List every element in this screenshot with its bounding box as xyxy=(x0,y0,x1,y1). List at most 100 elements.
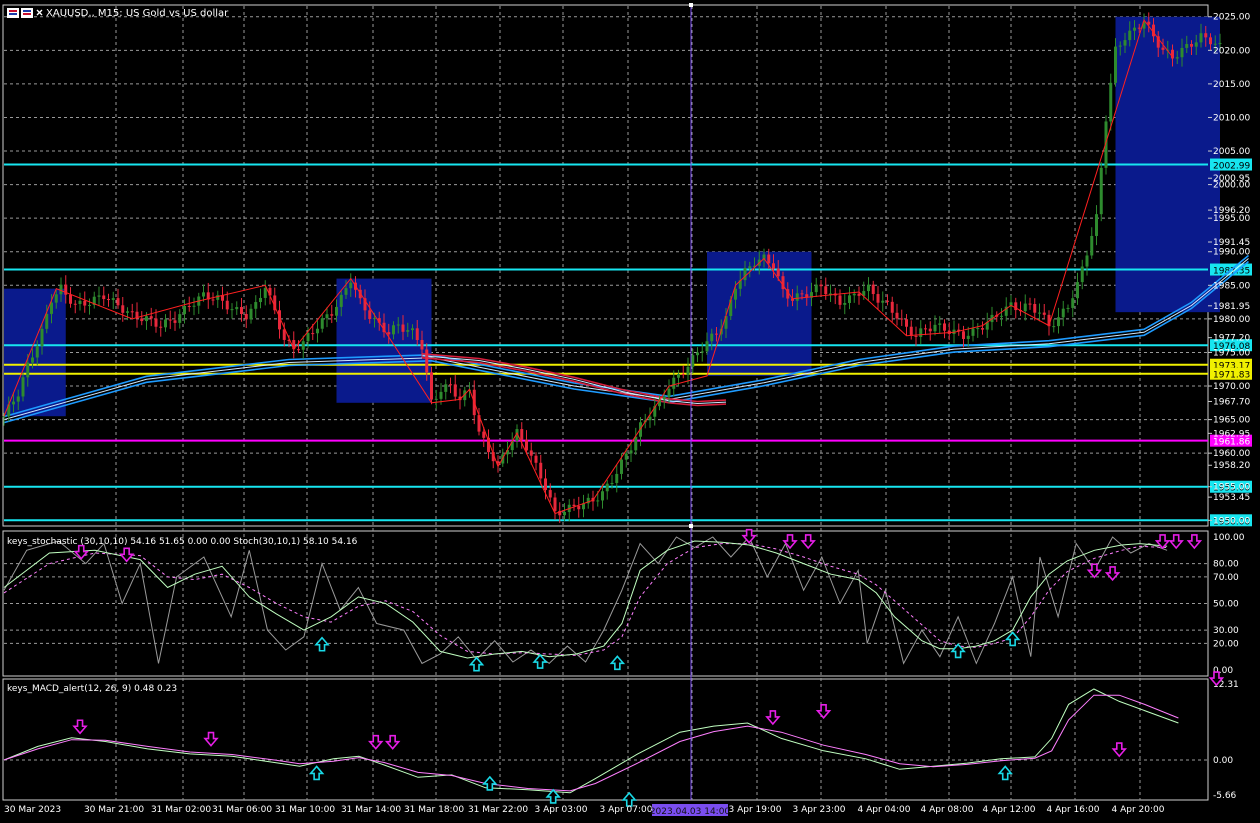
candle-body xyxy=(1133,27,1136,31)
candle-body xyxy=(886,300,889,302)
candle-body xyxy=(971,328,975,336)
candle-body xyxy=(648,416,652,421)
candle-body xyxy=(126,311,129,313)
candle-body xyxy=(677,374,680,378)
candle-body xyxy=(444,384,448,392)
candle-body xyxy=(601,491,604,501)
candle-body xyxy=(330,314,334,316)
candle-body xyxy=(1161,47,1165,50)
candle-body xyxy=(558,510,562,516)
cursor-time-box xyxy=(652,804,728,816)
candle-body xyxy=(1095,214,1098,236)
price-axis-label: 1995.00 xyxy=(1213,214,1250,224)
arrow-down-icon xyxy=(1186,534,1203,550)
candle-body xyxy=(515,429,519,441)
candle-body xyxy=(753,265,756,267)
price-axis-label: 1985.00 xyxy=(1213,281,1250,291)
candle-body xyxy=(658,399,661,407)
candle-body xyxy=(525,439,528,451)
stoch-axis-label: 70.00 xyxy=(1213,573,1239,583)
candle-body xyxy=(767,254,771,264)
candle-body xyxy=(577,506,581,510)
candle-body xyxy=(282,329,286,340)
candle-body xyxy=(629,450,633,454)
candle-body xyxy=(1213,43,1217,45)
level-price-box-cyan xyxy=(1210,158,1252,171)
time-axis-label: 3 Apr 07:00 xyxy=(600,805,653,815)
price-axis-label: 2025.00 xyxy=(1213,13,1250,23)
candle-body xyxy=(814,284,818,293)
candle-body xyxy=(7,404,11,417)
stoch-axis-label: 30.00 xyxy=(1213,626,1239,636)
candle-body xyxy=(69,294,72,304)
candle-body xyxy=(159,326,163,328)
candle-body xyxy=(781,276,785,290)
macd-signal-line xyxy=(3,694,1179,792)
candle-body xyxy=(491,452,495,462)
candle-body xyxy=(278,310,281,330)
close-icon[interactable] xyxy=(36,9,43,16)
axes: 30 Mar 2023 30 Mar 21:00 31 Mar 02:00 31 Ma… xyxy=(4,13,1250,817)
arrow-down-icon xyxy=(73,544,89,560)
candle-body xyxy=(691,355,695,367)
candle-body xyxy=(225,300,229,310)
candle-body xyxy=(1071,298,1075,308)
candle-body xyxy=(377,318,381,323)
stochastic-label: keys_stochastic (30,10,10) 54.16 51.65 0… xyxy=(7,537,358,547)
zone-rect xyxy=(336,278,432,403)
price-axis-label: 1967.70 xyxy=(1213,397,1250,407)
candle-body xyxy=(40,328,44,346)
price-axis-label: 2015.00 xyxy=(1213,80,1250,90)
candle-body xyxy=(1194,42,1198,47)
candle-body xyxy=(529,450,533,456)
candle-body xyxy=(1114,46,1117,83)
candle-body xyxy=(54,294,58,303)
cursor-handle-bottom[interactable] xyxy=(689,524,693,528)
level-price-box-yellow xyxy=(1210,367,1252,380)
candle-body xyxy=(544,478,547,491)
price-axis-label: 2000.00 xyxy=(1213,181,1250,191)
candle-body xyxy=(1104,121,1108,168)
price-axis-label: 2005.00 xyxy=(1213,147,1250,157)
candle-body xyxy=(401,324,405,332)
level-price-box-magenta xyxy=(1210,434,1252,447)
candle-body xyxy=(368,310,372,320)
candle-body xyxy=(819,284,823,287)
arrow-up-icon xyxy=(997,765,1013,781)
candle-body xyxy=(1137,27,1141,29)
arrow-up-icon xyxy=(532,653,548,669)
candle-body xyxy=(1057,317,1060,327)
candle-body xyxy=(382,322,386,333)
candle-body xyxy=(715,333,718,335)
price-axis-label: 2020.00 xyxy=(1213,46,1250,56)
candle-body xyxy=(2,416,6,418)
candle-body xyxy=(610,482,614,484)
candle-body xyxy=(192,305,196,307)
candle-body xyxy=(311,333,315,335)
candle-body xyxy=(287,339,291,341)
candle-body xyxy=(1047,314,1051,327)
macd-axis-label: -5.66 xyxy=(1213,791,1237,801)
cursor-handle-top[interactable] xyxy=(689,3,693,7)
candle-body xyxy=(871,284,875,295)
candle-body xyxy=(582,503,585,510)
level-price-label-cyan: 2002.99 xyxy=(1213,162,1250,172)
candle-body xyxy=(363,298,367,311)
candle-body xyxy=(1171,49,1174,59)
stoch-main-line xyxy=(3,540,1168,659)
arrow-up-icon xyxy=(314,636,330,652)
candle-body xyxy=(1109,82,1113,122)
candle-body xyxy=(1090,235,1094,256)
time-axis-label: 4 Apr 16:00 xyxy=(1047,805,1100,815)
candle-body xyxy=(320,318,324,329)
stoch-axis-label: 50.00 xyxy=(1213,600,1239,610)
candle-body xyxy=(121,305,125,313)
candle-body xyxy=(938,323,942,325)
candle-body xyxy=(496,461,500,464)
level-price-label-yellow: 1971.83 xyxy=(1213,371,1250,381)
horizontal-levels[interactable]: 2002.99 1987.35 1976.08 1955.00 1950.00 1973.… xyxy=(4,158,1252,528)
candle-body xyxy=(249,308,253,320)
candle-body xyxy=(795,293,799,301)
